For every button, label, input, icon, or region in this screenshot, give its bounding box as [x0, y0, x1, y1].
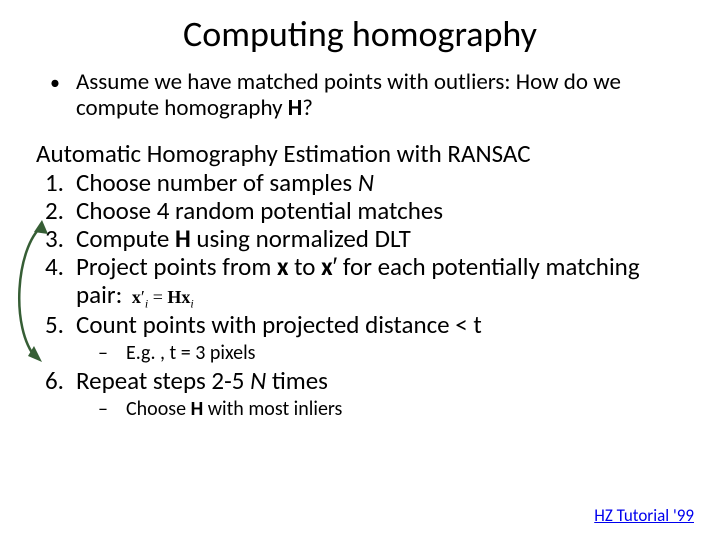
- step-1-text: Choose number of samples N: [76, 169, 684, 197]
- subtitle: Automatic Homography Estimation with RAN…: [36, 140, 684, 168]
- loop-arrow-icon: [6, 218, 52, 368]
- intro-text: Assume we have matched points with outli…: [76, 70, 684, 122]
- sub-step-5-text: E.g. , t = 3 pixels: [126, 341, 255, 365]
- sub-step-6: – Choose H with most inliers: [36, 397, 684, 421]
- sub-step-5: – E.g. , t = 3 pixels: [36, 341, 684, 365]
- footer-link[interactable]: HZ Tutorial '99: [594, 505, 694, 526]
- step-2: 2. Choose 4 random potential matches: [36, 197, 684, 225]
- step-6-text: Repeat steps 2-5 N times: [76, 367, 684, 395]
- step-3: 3. Compute H using normalized DLT: [36, 225, 684, 253]
- step-5-text: Count points with projected distance < t: [76, 311, 684, 339]
- intro-bullet: • Assume we have matched points with out…: [36, 70, 684, 122]
- step-6: 6. Repeat steps 2-5 N times: [36, 367, 684, 395]
- slide: Computing homography • Assume we have ma…: [0, 0, 720, 540]
- step-1: 1. Choose number of samples N: [36, 169, 684, 197]
- steps-list-2: 6. Repeat steps 2-5 N times: [36, 367, 684, 395]
- formula: x′i = Hxi: [128, 287, 198, 307]
- steps-list: 1. Choose number of samples N 2. Choose …: [36, 169, 684, 339]
- step-3-text: Compute H using normalized DLT: [76, 225, 684, 253]
- slide-title: Computing homography: [36, 12, 684, 56]
- step-2-text: Choose 4 random potential matches: [76, 197, 684, 225]
- bullet-dot: •: [50, 70, 60, 96]
- step-5: 5. Count points with projected distance …: [36, 311, 684, 339]
- step-4: 4. Project points from x to x′ for each …: [36, 253, 684, 311]
- step-4-text: Project points from x to x′ for each pot…: [76, 253, 684, 311]
- sub-step-6-text: Choose H with most inliers: [126, 397, 342, 421]
